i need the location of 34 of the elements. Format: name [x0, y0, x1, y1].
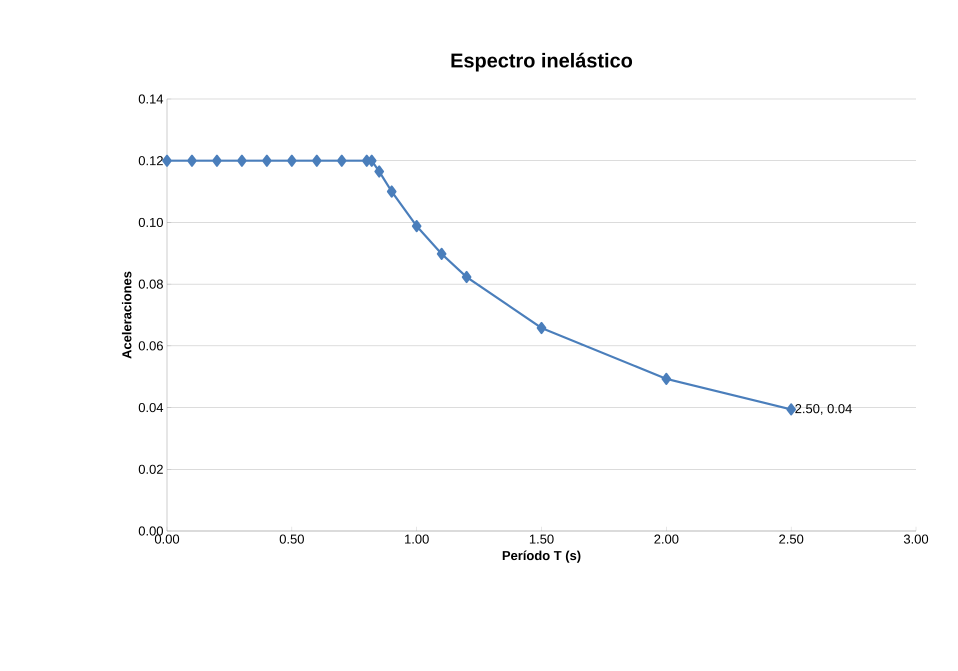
x-tick-label: 1.50 [530, 534, 554, 544]
point [662, 372, 672, 385]
point [386, 185, 397, 198]
y-tick-label: 0.02 [138, 464, 163, 474]
point [262, 154, 272, 167]
x-tick-label: 2.00 [654, 534, 678, 544]
y-tick-label: 0.10 [138, 218, 163, 228]
y-tick-label: 0.08 [138, 280, 163, 289]
y-tick-label: 0.06 [138, 341, 163, 350]
point [536, 322, 546, 334]
point [336, 154, 347, 167]
point [237, 154, 247, 167]
x-tick-label: 0.00 [154, 534, 180, 544]
annotation: 2.50, 0.04 [795, 404, 852, 415]
point [287, 154, 297, 167]
point [212, 154, 222, 167]
point [374, 165, 384, 178]
point [436, 248, 446, 260]
y-tick-label: 0.04 [138, 402, 164, 412]
x-tick-label: 1.00 [405, 534, 429, 544]
x-tick-label: 3.00 [904, 534, 928, 544]
y-axis-title: Aceleraciones [122, 272, 132, 359]
point [187, 154, 197, 167]
point [412, 220, 422, 232]
x-tick-label: 0.50 [280, 534, 304, 544]
y-tick-label: 0.00 [138, 526, 163, 536]
point [312, 154, 322, 167]
point [462, 270, 472, 284]
point [162, 154, 172, 167]
x-tick-label: 2.50 [779, 534, 804, 544]
y-tick-label: 0.12 [138, 156, 163, 166]
x-axis-title: Período T (s) [502, 550, 580, 563]
y-tick-label: 0.14 [138, 94, 164, 104]
chart-title: Espectro inelástico [451, 52, 632, 72]
